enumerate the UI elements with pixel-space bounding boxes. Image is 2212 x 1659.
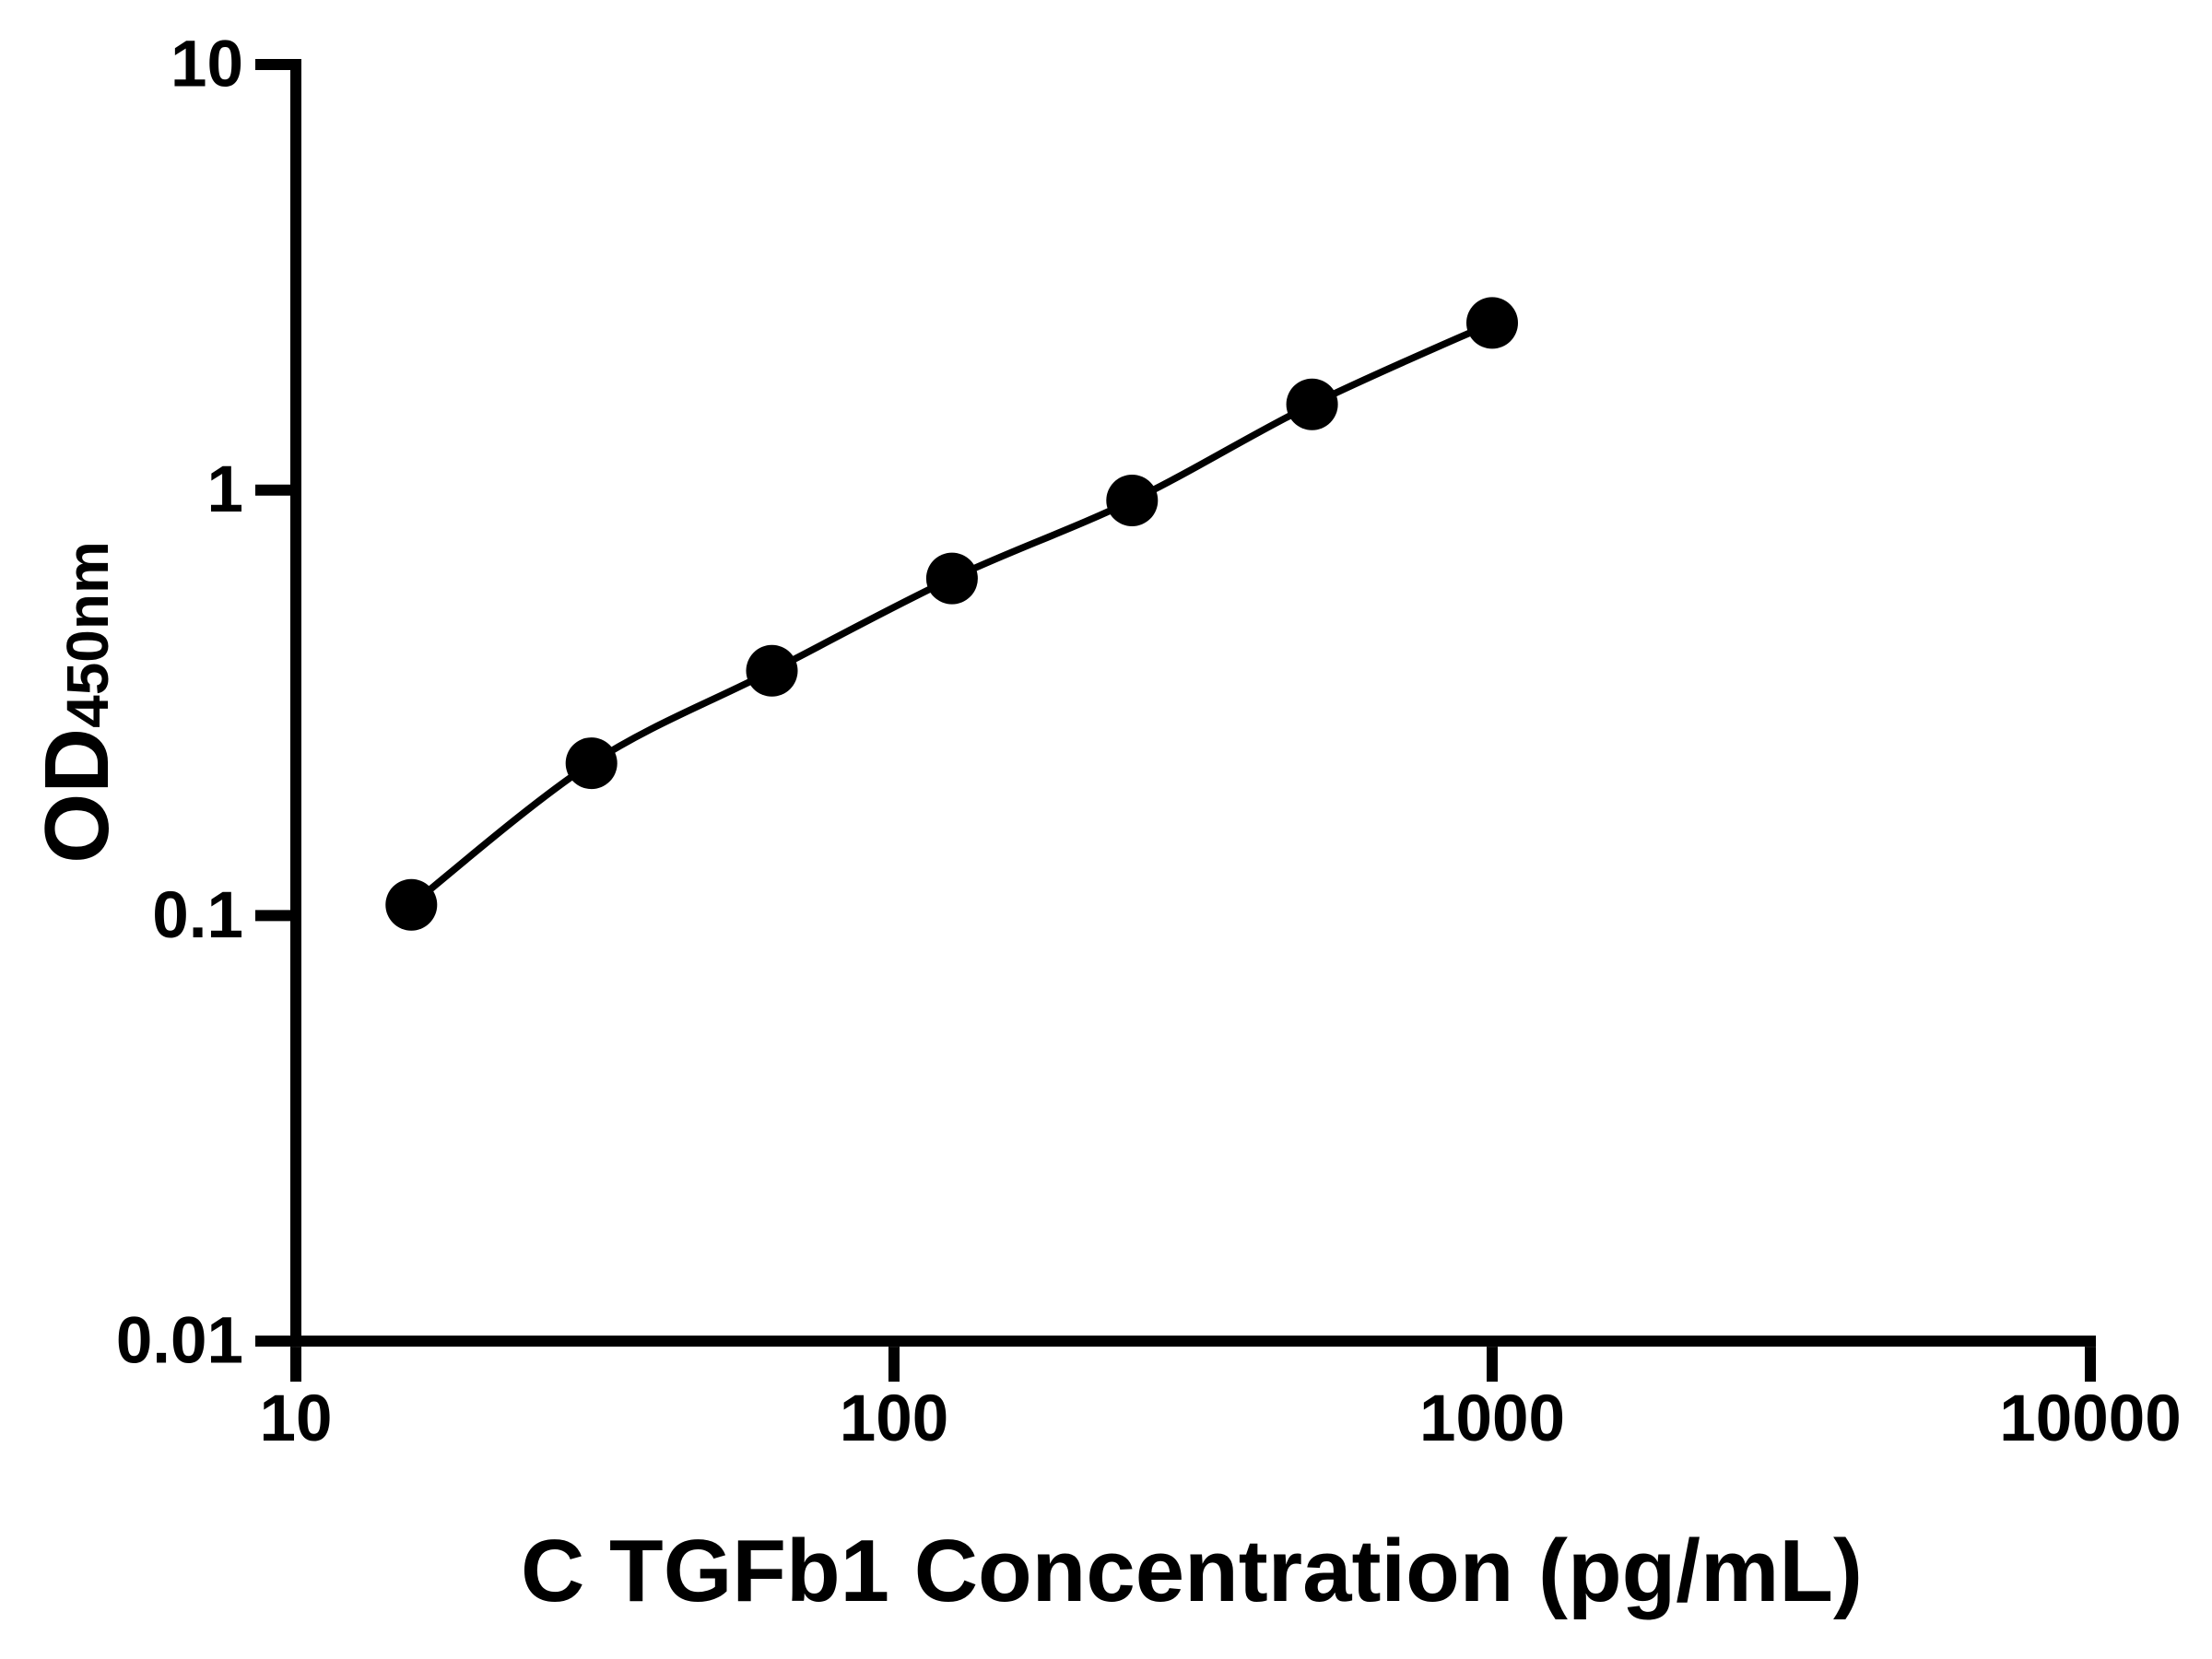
y-tick-label: 1 [207,453,244,526]
axis-spine [290,59,2096,1347]
data-point [1106,475,1159,526]
axes-layer [255,59,2096,1382]
text-layer: C TGFb1 Concentration (pg/mL) OD450nm 10… [26,29,2182,1621]
data-point [1466,297,1518,349]
y-tick-label: 0.1 [152,879,243,952]
data-point [385,878,438,931]
series-layer [385,297,1518,931]
data-point [925,552,978,605]
data-point [1286,378,1338,430]
x-tick-label: 100 [840,1382,948,1455]
y-tick-label: 10 [171,29,243,101]
y-axis-title-main: OD [26,728,127,864]
data-point [746,644,798,697]
y-tick-label: 0.01 [116,1305,243,1378]
y-axis-title: OD450nm [26,541,127,864]
x-tick-label: 1000 [1419,1382,1565,1455]
x-axis-title: C TGFb1 Concentration (pg/mL) [521,1522,1863,1620]
x-tick-label: 10 [260,1382,333,1455]
y-axis-title-subscript: 450nm [54,541,121,728]
x-tick-label: 10000 [1999,1382,2181,1455]
data-point [565,737,618,790]
